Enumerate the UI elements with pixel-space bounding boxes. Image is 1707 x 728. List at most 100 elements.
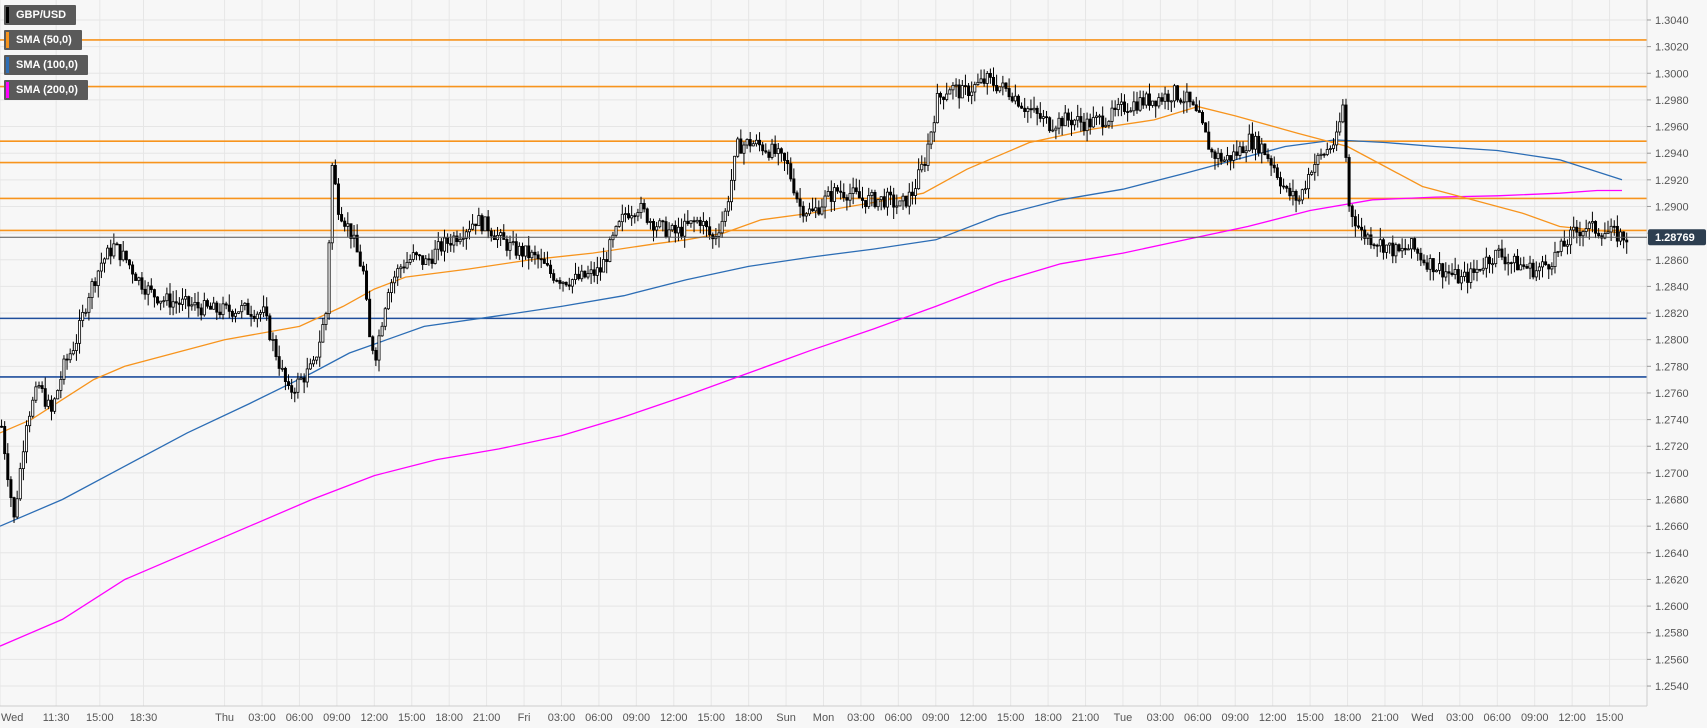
price-tick-label: 1.2980	[1655, 95, 1689, 107]
candle-body	[842, 191, 846, 198]
candle-body	[149, 285, 153, 290]
candle-body	[1085, 118, 1089, 132]
candle-body	[483, 216, 487, 232]
legend-item[interactable]: SMA (50,0)	[4, 30, 82, 50]
candle-body	[471, 223, 475, 230]
candle-body	[701, 221, 705, 226]
candle-body	[920, 163, 924, 171]
candle-body	[383, 308, 387, 327]
candle-body	[1035, 107, 1039, 114]
candle-body	[564, 281, 568, 286]
candle-body	[455, 235, 459, 243]
candle-body	[745, 139, 749, 146]
candle-body	[1328, 148, 1332, 150]
candle-body	[346, 223, 350, 227]
candle-body	[68, 353, 72, 361]
candle-body	[1509, 262, 1513, 264]
candle-body	[1060, 117, 1064, 127]
candle-body	[1316, 154, 1320, 165]
candle-body	[1054, 127, 1058, 131]
price-tick-label: 1.2860	[1655, 255, 1689, 267]
candle-body	[985, 73, 989, 84]
legend-item[interactable]: SMA (100,0)	[4, 55, 88, 75]
candle-body	[1397, 244, 1401, 252]
legend-label: SMA (100,0)	[16, 59, 78, 71]
candle-body	[574, 273, 578, 280]
candle-body	[224, 303, 228, 306]
candle-body	[368, 298, 372, 338]
price-tick-label: 1.2780	[1655, 361, 1689, 373]
candle-body	[1163, 93, 1167, 102]
candle-body	[1182, 101, 1186, 104]
candle-body	[1522, 264, 1526, 267]
candle-body	[74, 342, 78, 351]
candle-body	[1366, 234, 1370, 239]
legend-item[interactable]: SMA (200,0)	[4, 80, 88, 100]
candle-body	[461, 237, 465, 240]
candle-body	[1260, 143, 1264, 154]
candle-body	[764, 150, 768, 153]
time-axis: Wed 11:30 15:00 18:30 Thu 03:00 06:00 09:00 12:0…	[0, 705, 1647, 724]
candle-body	[761, 144, 765, 152]
candle-body	[118, 244, 122, 261]
candle-body	[667, 229, 671, 238]
candle-body	[1375, 244, 1379, 247]
candle-body	[870, 192, 874, 196]
candle-body	[1565, 244, 1569, 247]
candle-body	[143, 288, 147, 295]
candle-body	[209, 305, 213, 310]
candle-body	[65, 358, 69, 361]
price-tick-label: 1.3040	[1655, 15, 1689, 27]
candle-body	[917, 169, 921, 190]
candle-body	[511, 241, 515, 244]
candle-body	[458, 238, 462, 243]
candle-body	[633, 215, 637, 218]
time-tick-label: 03:00	[847, 712, 875, 724]
candle-body	[1244, 150, 1248, 154]
time-tick-label: 09:00	[323, 712, 351, 724]
candle-body	[726, 201, 730, 212]
candle-body	[1282, 185, 1286, 188]
legend-swatch	[6, 82, 9, 98]
candle-body	[882, 196, 886, 208]
candle-body	[6, 453, 10, 481]
candle-body	[1481, 267, 1485, 271]
candle-body	[895, 205, 899, 208]
legend-item[interactable]: GBP/USD	[4, 5, 77, 25]
candle-body	[1369, 234, 1373, 246]
candle-body	[365, 270, 369, 300]
candle-body	[1063, 112, 1067, 127]
candle-body	[399, 266, 403, 270]
candle-body	[215, 302, 219, 313]
candle-body	[570, 279, 574, 287]
candle-body	[545, 263, 549, 266]
candle-body	[53, 398, 57, 412]
candle-body	[686, 220, 690, 225]
candle-body	[1459, 276, 1463, 284]
candle-body	[1447, 271, 1451, 274]
candle-body	[315, 356, 319, 361]
candle-body	[907, 191, 911, 207]
candle-body	[676, 226, 680, 234]
price-tick-label: 1.2760	[1655, 388, 1689, 400]
time-tick-label: 18:00	[1034, 712, 1062, 724]
candle-body	[1144, 93, 1148, 106]
candle-body	[758, 139, 762, 146]
candle-body	[1466, 271, 1470, 283]
candle-body	[1612, 225, 1616, 228]
candle-body	[489, 230, 493, 237]
candle-body	[1581, 231, 1585, 237]
time-tick-label: 06:00	[1184, 712, 1212, 724]
price-tick-label: 1.2960	[1655, 122, 1689, 134]
candle-body	[386, 292, 390, 310]
candle-body	[1594, 221, 1598, 234]
candle-body	[1048, 117, 1052, 132]
candle-body	[942, 96, 946, 100]
candle-body	[15, 498, 19, 518]
price-tick-label: 1.2720	[1655, 441, 1689, 453]
candle-body	[1154, 100, 1158, 107]
candle-body	[711, 234, 715, 240]
candle-body	[1615, 225, 1619, 242]
candle-body	[389, 282, 393, 293]
